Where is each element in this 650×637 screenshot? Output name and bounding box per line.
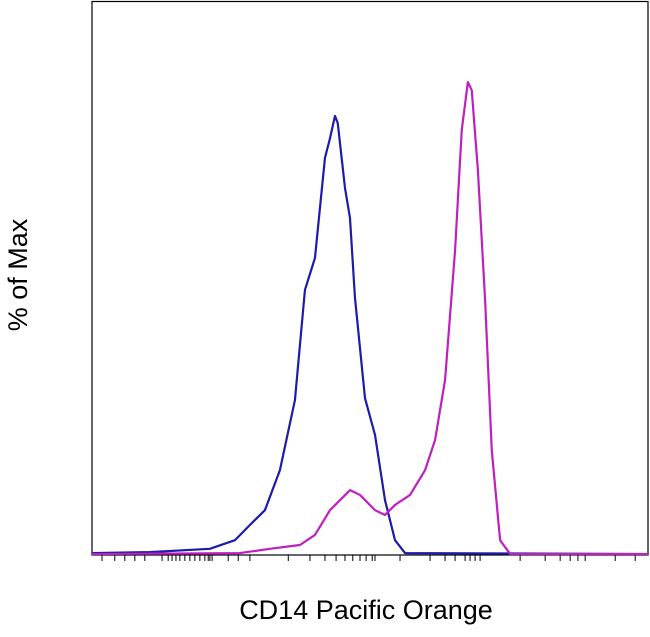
- series-line: [91, 80, 648, 556]
- y-axis-label: % of Max: [3, 218, 33, 331]
- x-axis-label: CD14 Pacific Orange: [239, 595, 493, 625]
- series-line: [91, 114, 649, 556]
- plot-frame: [91, 0, 649, 556]
